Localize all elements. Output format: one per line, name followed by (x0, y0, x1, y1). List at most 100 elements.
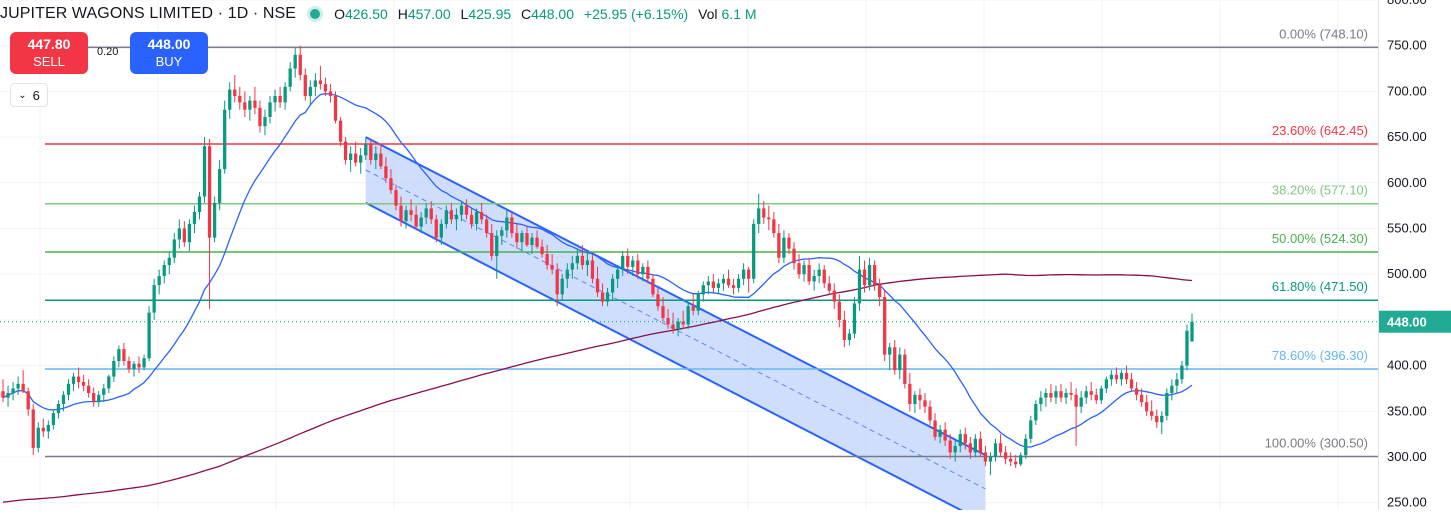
candle-body (872, 265, 877, 286)
candle-body (182, 228, 187, 243)
candle (41, 418, 45, 437)
candle (852, 297, 857, 339)
candle (827, 276, 831, 295)
candle (736, 274, 741, 293)
candle-body (228, 89, 232, 110)
high-value: 457.00 (407, 6, 451, 22)
candle-body (258, 107, 262, 127)
candle-body (137, 363, 141, 368)
candle (1150, 400, 1154, 421)
candle-body (802, 265, 806, 275)
candle-body (127, 361, 131, 370)
candle (817, 263, 821, 284)
candle-body (903, 354, 907, 384)
sell-button[interactable]: 447.80 SELL (10, 32, 88, 74)
candle-body (122, 349, 126, 362)
candle (379, 146, 383, 170)
candle-body (97, 394, 101, 403)
candle (21, 370, 25, 394)
candle (575, 248, 579, 270)
ma-long-line (2, 273, 1193, 503)
candle-body (988, 456, 993, 462)
candle (107, 374, 111, 394)
price-axis[interactable]: 250.00300.00350.00400.00450.00500.00550.… (1378, 0, 1451, 510)
candle (510, 212, 514, 238)
candle-body (444, 210, 448, 224)
candle (651, 274, 655, 298)
candle-body (560, 278, 564, 295)
candle (167, 251, 171, 275)
candle (1094, 388, 1098, 404)
candle-body (605, 292, 610, 302)
candle (424, 202, 428, 224)
candle-body (449, 210, 454, 220)
candle-body (1003, 452, 1008, 459)
candle-body (238, 95, 242, 103)
candle-body (273, 95, 277, 103)
candlestick-series (1, 45, 1194, 476)
candle (253, 86, 257, 115)
candle-body (656, 294, 660, 307)
candle (26, 387, 30, 416)
candle (177, 219, 181, 249)
candle (56, 400, 61, 419)
candle (877, 278, 882, 307)
candle (968, 436, 972, 459)
candle (318, 65, 323, 90)
candle (328, 84, 333, 103)
candle-body (933, 420, 937, 437)
fibonacci-retracement[interactable]: 0.00% (748.10) 23.60% (642.45) 38.20% (577… (45, 26, 1378, 458)
candle (646, 260, 650, 284)
market-status-icon[interactable] (310, 9, 321, 19)
candle-body (1104, 379, 1108, 389)
fib-level-label: 38.20% (577.10) (1272, 183, 1368, 198)
candle-body (1008, 458, 1013, 462)
price-axis-labels: 250.00300.00350.00400.00450.00500.00550.… (1379, 0, 1451, 510)
price-tick-label: 600.00 (1387, 175, 1427, 190)
candle-body (218, 169, 222, 203)
indicators-toggle[interactable]: ⌄ 6 (10, 83, 48, 107)
candle (112, 356, 116, 383)
candle-body (1084, 391, 1088, 398)
candle-body (328, 91, 333, 96)
candle-body (187, 223, 192, 243)
candle-body (202, 146, 207, 197)
candle (147, 306, 151, 362)
candle (898, 347, 902, 380)
candle-body (243, 102, 247, 110)
candle (1139, 388, 1144, 407)
candle (444, 205, 448, 229)
candle-body (852, 303, 857, 334)
candle-body (1109, 374, 1114, 380)
candle (454, 208, 459, 231)
candle (248, 95, 252, 121)
candle (988, 452, 993, 476)
candle (46, 420, 50, 439)
candle-body (671, 324, 675, 330)
candle-body (570, 263, 574, 270)
candle-body (877, 285, 882, 298)
candle (641, 263, 645, 282)
buy-button[interactable]: 448.00 BUY (130, 32, 208, 74)
buy-price: 448.00 (147, 36, 191, 52)
candle-body (298, 54, 302, 75)
candle (913, 391, 917, 414)
candle-body (716, 283, 721, 288)
candle-body (1119, 372, 1124, 380)
regression-channel[interactable] (365, 136, 986, 510)
close-label: C (521, 6, 532, 22)
candle (298, 45, 302, 81)
candle (419, 212, 423, 234)
candle (565, 263, 569, 288)
candle-body (1134, 388, 1139, 395)
symbol-title[interactable]: JUPITER WAGONS LIMITED · 1D · NSE (0, 5, 297, 22)
chevron-down-icon: ⌄ (18, 89, 27, 101)
candle-body (883, 297, 887, 355)
candle (359, 148, 363, 174)
candle (323, 77, 328, 96)
candle-body (117, 349, 121, 362)
candle-body (500, 230, 504, 236)
candle-body (1145, 402, 1149, 412)
candle-body (797, 263, 801, 275)
